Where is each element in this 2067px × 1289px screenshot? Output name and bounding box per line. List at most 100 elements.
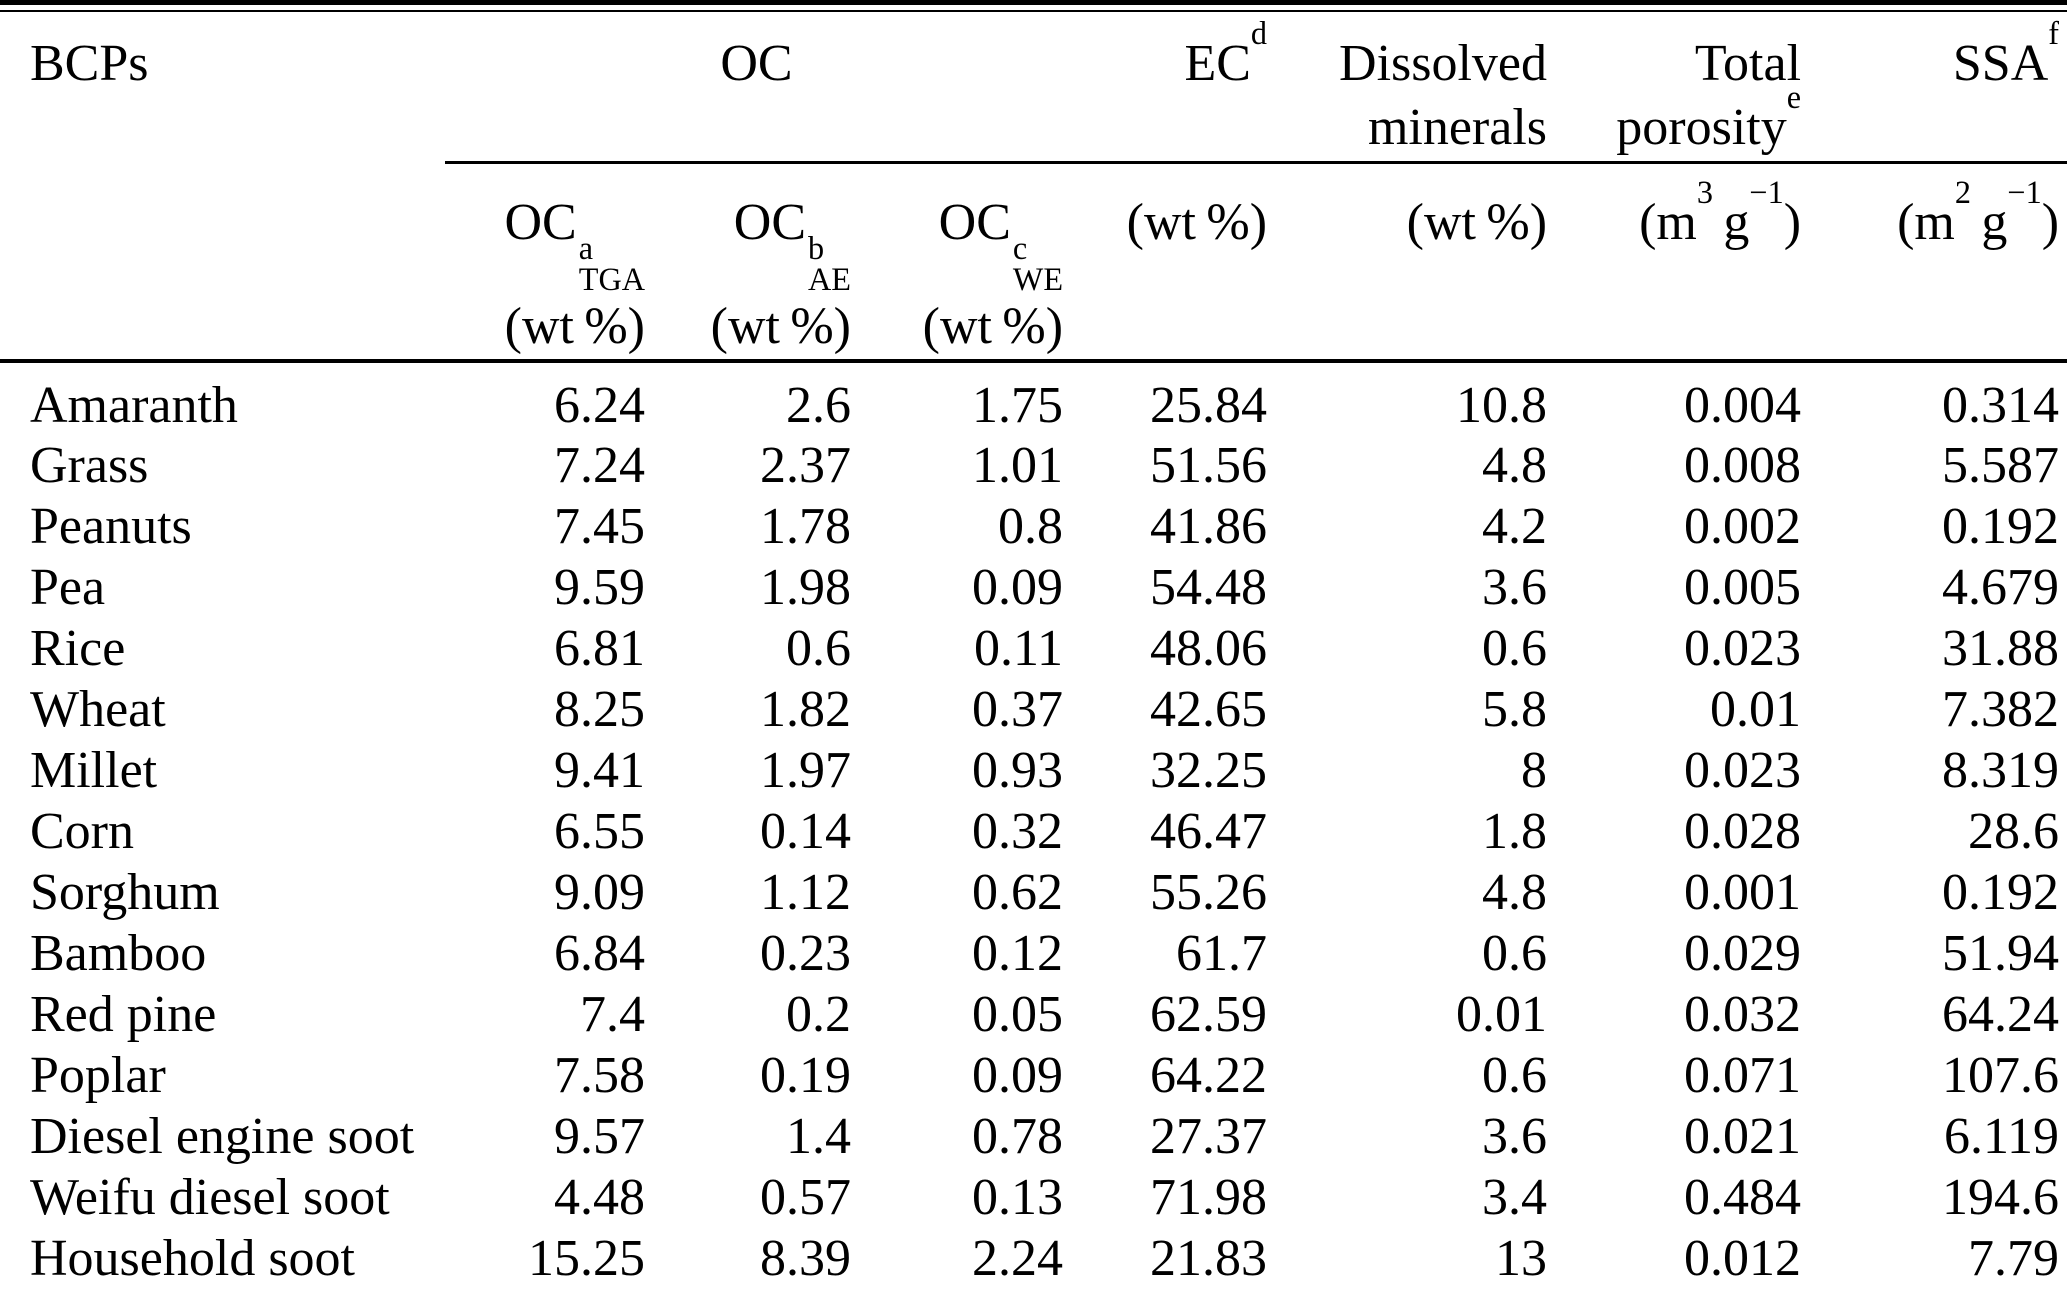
- col-header-oc-ae: OC b AE (wt %): [650, 162, 856, 364]
- oc-tga-subscript: TGA: [578, 260, 645, 297]
- value-cell: 0.11: [973, 619, 1064, 677]
- value-cell: 0.13: [972, 1168, 1064, 1226]
- bcp-name-cell: Pea: [30, 558, 106, 616]
- col-header-porosity-unit: (m3 g−1): [1552, 162, 1807, 364]
- minerals-unit: (wt %): [1406, 193, 1548, 251]
- value-cell: 4.2: [1482, 497, 1548, 555]
- value-cell: 41.86: [1150, 497, 1268, 555]
- value-cell: 55.26: [1150, 863, 1268, 921]
- oc-ae-label: OC b AE: [733, 193, 851, 297]
- table-header: BCPs OC ECd Dissolved minerals Total por…: [0, 12, 2067, 364]
- top-rule-gap: [0, 5, 2067, 10]
- value-cell: 0.6: [1482, 1046, 1548, 1104]
- table-row: Red pine 7.4 0.2 0.05 62.59 0.01 0.032 64.24: [0, 984, 2067, 1045]
- top-thick-rule: [0, 0, 2067, 5]
- value-cell: 0.008: [1684, 436, 1802, 494]
- value-cell: 0.029: [1684, 924, 1802, 982]
- value-cell: 9.59: [554, 558, 645, 616]
- value-cell: 15.25: [528, 1229, 645, 1287]
- col-header-dissolved-minerals: Dissolved minerals: [1272, 12, 1553, 164]
- col-header-total-porosity: Total porositye: [1552, 12, 1807, 164]
- value-cell: 31.88: [1942, 619, 2060, 677]
- value-cell: 1.12: [760, 863, 851, 921]
- table-row: Pea 9.59 1.98 0.09 54.48 3.6 0.005 4.679: [0, 557, 2067, 618]
- col-header-ec: ECd: [1068, 12, 1273, 164]
- bcp-name-cell: Poplar: [30, 1046, 166, 1104]
- bcp-name-cell: Household soot: [30, 1229, 355, 1287]
- value-cell: 7.58: [554, 1046, 645, 1104]
- col-header-ec-unit: (wt %): [1068, 162, 1273, 364]
- bcp-name-cell: Diesel engine soot: [30, 1107, 415, 1165]
- col-header-ssa: SSAf: [1806, 12, 2067, 164]
- value-cell: 64.24: [1942, 985, 2060, 1043]
- value-cell: 0.62: [972, 863, 1064, 921]
- value-cell: 8.39: [760, 1229, 851, 1287]
- table-row: Millet 9.41 1.97 0.93 32.25 8 0.023 8.319: [0, 740, 2067, 801]
- bcp-name-cell: Bamboo: [30, 924, 207, 982]
- porosity-label: porositye: [1616, 79, 1802, 157]
- value-cell: 2.37: [760, 436, 851, 494]
- col-header-minerals-unit: (wt %): [1272, 162, 1553, 364]
- empty-subheader-cell: [0, 162, 445, 364]
- oc-we-label: OC c WE: [938, 193, 1064, 297]
- bcp-name-cell: Millet: [30, 741, 158, 799]
- value-cell: 2.6: [786, 376, 851, 434]
- value-cell: 9.57: [554, 1107, 645, 1165]
- value-cell: 7.45: [554, 497, 645, 555]
- value-cell: 0.05: [972, 985, 1064, 1043]
- bcp-name-cell: Rice: [30, 619, 126, 677]
- table-row: Poplar 7.58 0.19 0.09 64.22 0.6 0.071 107.6: [0, 1045, 2067, 1106]
- value-cell: 21.83: [1150, 1229, 1268, 1287]
- value-cell: 3.6: [1482, 558, 1548, 616]
- oc-ae-superscript: b: [808, 229, 825, 266]
- value-cell: 0.023: [1684, 619, 1802, 677]
- value-cell: 6.24: [554, 376, 645, 434]
- value-cell: 6.84: [554, 924, 645, 982]
- value-cell: 8.25: [554, 680, 645, 738]
- value-cell: 0.023: [1684, 741, 1802, 799]
- table-row: Diesel engine soot 9.57 1.4 0.78 27.37 3.6 0.0…: [0, 1106, 2067, 1167]
- oc-tga-unit: (wt %): [504, 298, 645, 356]
- porosity-superscript: e: [1786, 79, 1802, 116]
- value-cell: 0.14: [760, 802, 851, 860]
- value-cell: 2.24: [972, 1229, 1064, 1287]
- value-cell: 0.484: [1684, 1168, 1802, 1226]
- top-thin-rule: [0, 10, 2067, 12]
- dissolved-label: Dissolved: [1339, 35, 1548, 92]
- bcp-name-cell: Weifu diesel soot: [30, 1168, 390, 1226]
- col-header-oc-we: OC c WE (wt %): [856, 162, 1069, 364]
- value-cell: 0.005: [1684, 558, 1802, 616]
- value-cell: 54.48: [1150, 558, 1268, 616]
- table-body: Amaranth 6.24 2.6 1.75 25.84 10.8 0.004 0.314 Gr…: [0, 361, 2067, 1289]
- value-cell: 0.192: [1942, 863, 2060, 921]
- col-header-bcps: BCPs: [30, 35, 149, 92]
- header-row-groups: BCPs OC ECd Dissolved minerals Total por…: [0, 12, 2067, 164]
- bcp-name-cell: Red pine: [30, 985, 217, 1043]
- table-row: Amaranth 6.24 2.6 1.75 25.84 10.8 0.004 0.314: [0, 361, 2067, 435]
- table-row: Household soot 15.25 8.39 2.24 21.83 13 0.012 7…: [0, 1228, 2067, 1289]
- table-row: Bamboo 6.84 0.23 0.12 61.7 0.6 0.029 51.94: [0, 923, 2067, 984]
- value-cell: 0.19: [760, 1046, 851, 1104]
- value-cell: 0.32: [972, 802, 1064, 860]
- value-cell: 0.6: [786, 619, 851, 677]
- value-cell: 4.679: [1942, 558, 2060, 616]
- value-cell: 0.37: [972, 680, 1064, 738]
- table-row: Peanuts 7.45 1.78 0.8 41.86 4.2 0.002 0.192: [0, 496, 2067, 557]
- value-cell: 9.09: [554, 863, 645, 921]
- ssa-superscript: f: [2048, 14, 2060, 51]
- oc-we-subscript: WE: [1012, 260, 1064, 297]
- value-cell: 1.01: [972, 436, 1064, 494]
- value-cell: 0.01: [1456, 985, 1548, 1043]
- value-cell: 0.192: [1942, 497, 2060, 555]
- value-cell: 1.4: [786, 1107, 851, 1165]
- value-cell: 25.84: [1150, 376, 1268, 434]
- oc-tga-superscript: a: [578, 229, 594, 266]
- value-cell: 7.382: [1942, 680, 2060, 738]
- value-cell: 5.8: [1482, 680, 1548, 738]
- value-cell: 0.001: [1684, 863, 1802, 921]
- value-cell: 51.56: [1150, 436, 1268, 494]
- value-cell: 0.004: [1684, 376, 1802, 434]
- col-group-header-oc: OC: [445, 12, 1069, 164]
- value-cell: 71.98: [1150, 1168, 1268, 1226]
